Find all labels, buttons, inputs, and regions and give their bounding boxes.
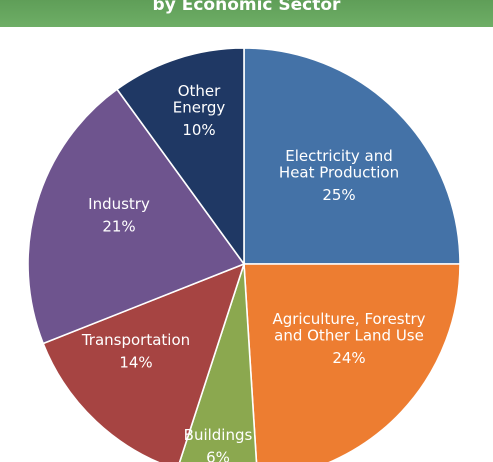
slice-label-group: Industry 21% <box>88 195 150 236</box>
chart-title: by Economic Sector <box>152 0 341 15</box>
pie-slice-other-energy <box>115 47 245 267</box>
slice-value-label: 14% <box>119 354 152 372</box>
pie-slice-agriculture-forestry-and-other-land-use <box>243 263 461 462</box>
slice-label: and Other Land Use <box>274 327 424 345</box>
slice-value-label: 10% <box>182 121 215 139</box>
slice-value-label: 24% <box>332 349 365 367</box>
slice-label: Buildings <box>184 426 253 444</box>
pie-slice-buildings <box>178 263 258 462</box>
pie-slices <box>27 47 461 462</box>
slice-value-label: 21% <box>102 218 135 236</box>
slice-label: Electricity and <box>285 147 393 165</box>
slice-label: Energy <box>173 99 226 117</box>
slice-label: Transportation <box>81 331 190 349</box>
chart-header: by Economic Sector <box>0 0 493 27</box>
pie-slice-transportation <box>42 262 246 462</box>
pie-slice-electricity-and-heat-production <box>243 47 461 265</box>
slice-value-label: 6% <box>206 449 230 462</box>
slice-label: Industry <box>88 195 150 213</box>
pie-slice-industry <box>27 88 246 345</box>
slice-label-group: Transportation 14% <box>81 331 190 372</box>
slice-label-group: Buildings 6% <box>184 426 253 462</box>
slice-label: Agriculture, Forestry <box>272 310 425 328</box>
slice-label: Other <box>178 82 221 100</box>
slice-value-label: 25% <box>322 186 355 204</box>
slice-label: Heat Production <box>279 164 399 182</box>
